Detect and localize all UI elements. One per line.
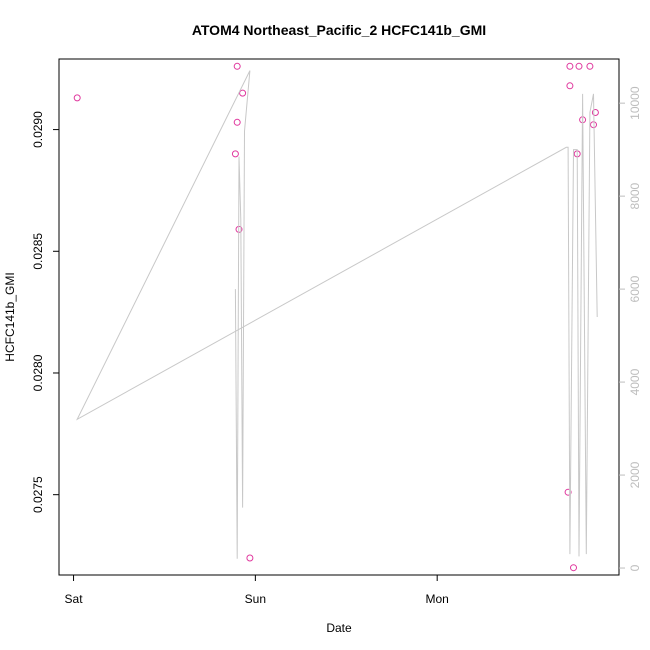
left-y-tick-label: 0.0285 <box>31 233 45 270</box>
data-point <box>233 62 241 70</box>
x-axis: Sat Sun Mon <box>65 575 449 606</box>
data-point <box>566 62 574 70</box>
plot-frame <box>58 58 620 576</box>
data-point <box>586 62 594 70</box>
chart-title: ATOM4 Northeast_Pacific_2 HCFC141b_GMI <box>192 22 486 38</box>
right-y-tick-label: 2000 <box>628 461 642 488</box>
series-line <box>76 70 598 559</box>
left-y-tick-label: 0.0290 <box>31 111 45 148</box>
left-y-axis: 0.0275 0.0280 0.0285 0.0290 <box>31 111 59 513</box>
data-point <box>566 82 574 90</box>
x-tick-label: Mon <box>426 592 449 606</box>
data-point <box>233 118 241 126</box>
right-y-tick-label: 4000 <box>628 368 642 395</box>
left-y-tick-label: 0.0275 <box>31 476 45 513</box>
y-axis-label: HCFC141b_GMI <box>3 272 17 361</box>
data-point <box>73 94 81 102</box>
right-y-tick-label: 10000 <box>628 86 642 120</box>
right-y-axis: 0 2000 4000 6000 8000 10000 <box>619 86 642 571</box>
data-point <box>231 150 239 158</box>
data-point <box>246 554 254 562</box>
right-y-tick-label: 0 <box>628 564 642 571</box>
data-point <box>570 564 577 572</box>
right-y-tick-label: 6000 <box>628 275 642 302</box>
x-axis-label: Date <box>326 621 352 635</box>
x-tick-label: Sun <box>245 592 266 606</box>
data-point <box>239 89 247 97</box>
data-point <box>564 488 572 496</box>
x-tick-label: Sat <box>65 592 84 606</box>
series-layer <box>73 62 599 572</box>
right-y-tick-label: 8000 <box>628 182 642 209</box>
data-point <box>575 62 583 70</box>
left-y-tick-label: 0.0280 <box>31 354 45 391</box>
data-point <box>591 109 599 116</box>
